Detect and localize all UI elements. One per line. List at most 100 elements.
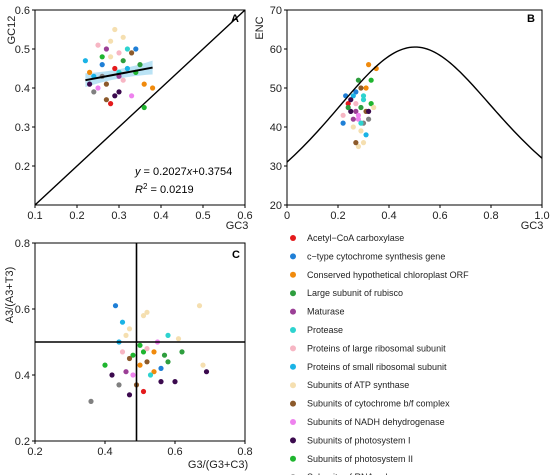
panel-c-point: [147, 372, 154, 378]
panel-b-point: [366, 108, 372, 114]
panel-a-diagonal-line: [34, 9, 246, 206]
panel-c-ytick-label: 0.2: [15, 436, 30, 448]
panel-a-point: [99, 62, 105, 68]
legend-marker: [290, 235, 296, 241]
panel-c-points: [88, 303, 210, 404]
panel-c-point: [130, 372, 136, 378]
panel-a-point: [108, 38, 114, 44]
panel-c-ytick-label: 0.6: [15, 304, 30, 316]
panel-c-ytick-label: 0.8: [15, 238, 30, 250]
panel-c-xtick-label: 0.2: [27, 446, 42, 458]
panel-b-xtick-label: 0.6: [432, 210, 447, 222]
panel-b-expected-enc-curve: [286, 46, 543, 163]
panel-c-point: [137, 342, 143, 348]
panel-c-point: [119, 319, 126, 325]
panel-b-ytick-label: 60: [270, 44, 282, 56]
legend-marker: [290, 308, 296, 315]
panel-b-point: [348, 97, 354, 103]
panel-b-point: [340, 112, 346, 118]
panel-a-xtick-label: 0.3: [111, 210, 126, 222]
panel-c-point: [172, 379, 178, 385]
panel-b-point: [366, 62, 372, 68]
legend-item: Proteins of small ribosomal subunit: [290, 362, 447, 372]
panel-a-point: [99, 54, 105, 60]
panel-a-point: [87, 69, 93, 75]
legend-marker: [290, 455, 296, 462]
panel-c-point: [123, 369, 129, 375]
panel-a-point: [108, 101, 114, 107]
panel-b-point: [355, 143, 361, 150]
panel-b-point: [363, 85, 369, 91]
panel-b-point: [358, 120, 364, 126]
panel-b-point: [353, 140, 359, 146]
panel-c-xtick-label: 0.6: [167, 446, 182, 458]
legend-label: Proteins of large ribosomal subunit: [307, 343, 446, 353]
legend-marker: [290, 345, 296, 352]
legend-item: Large subunit of rubisco: [290, 288, 403, 298]
panel-a-point: [129, 50, 135, 56]
legend-marker: [290, 437, 296, 444]
legend-item: Acetyl−CoA carboxylase: [290, 233, 404, 243]
legend-label: Conserved hypothetical chloroplast ORF: [307, 270, 469, 280]
panel-c-chart: C A3/(A3+T3) G3/(G3+C3) 0.2 0.4 0.6 0.8 0.2 0…: [4, 238, 253, 471]
panel-c-xlabel: G3/(G3+C3): [188, 459, 248, 471]
panel-b-point: [358, 128, 364, 134]
panel-a-xtick-label: 0.5: [195, 210, 210, 222]
panel-b-point: [355, 116, 361, 122]
panel-a-ytick-label: 0.6: [15, 5, 30, 17]
panel-a-point: [95, 42, 101, 48]
panel-a-xtick-label: 0.6: [237, 210, 252, 222]
panel-c-point: [144, 359, 150, 365]
panel-b-ylabel: ENC: [254, 16, 266, 39]
panel-a-point: [82, 58, 88, 64]
panel-c-point: [179, 349, 185, 355]
panel-c-point: [140, 349, 147, 355]
panel-c-point: [140, 388, 147, 395]
panel-b-point: [366, 116, 372, 122]
legend-label: Proteins of small ribosomal subunit: [307, 362, 447, 372]
panel-c-point: [196, 303, 203, 309]
panel-b-xtick-label: 1.0: [534, 210, 549, 222]
legend-marker: [290, 400, 296, 407]
panel-b-ytick-label: 40: [270, 122, 282, 134]
panel-b-point: [360, 97, 367, 103]
panel-b-frame: [286, 9, 543, 206]
panel-a-point: [116, 89, 122, 95]
panel-c-point: [175, 336, 182, 342]
panel-b-point: [353, 89, 359, 95]
panel-c-ytick-label: 0.4: [15, 370, 30, 382]
legend-label: Subunits of ATP synthase: [307, 380, 409, 390]
panel-a-point: [141, 104, 147, 111]
panel-a-point: [95, 85, 101, 91]
panel-a-chart: A GC12 GC3 y = 0.2027x+0.3754 R2 = 0.021…: [6, 5, 253, 232]
panel-a-point: [91, 89, 97, 95]
panel-c-point: [158, 379, 164, 385]
panel-b-point: [358, 104, 364, 111]
panel-a-point: [129, 93, 135, 99]
panel-a-point: [150, 85, 156, 91]
panel-b-point: [348, 108, 354, 114]
legend-item: Maturase: [290, 307, 345, 317]
panel-c-point: [200, 362, 206, 368]
panel-a-regression-line: [85, 66, 153, 82]
panel-c-point: [151, 349, 157, 355]
panel-b-point: [355, 112, 361, 118]
panel-b-ytick-label: 50: [270, 83, 282, 95]
panel-a-r-squared: R2 = 0.0219: [135, 182, 194, 196]
panel-c-point: [144, 309, 150, 315]
panel-a-frame: [34, 9, 246, 206]
panel-c-point: [151, 369, 157, 375]
legend-item: Protease: [290, 325, 343, 335]
panel-a-point: [112, 65, 118, 72]
panel-a-point: [124, 46, 130, 52]
panel-a-point: [103, 97, 109, 103]
panel-b-ytick-label: 30: [270, 161, 282, 173]
panel-b-point: [345, 104, 351, 111]
panel-b-point: [355, 77, 361, 83]
legend-item: Conserved hypothetical chloroplast ORF: [290, 270, 469, 280]
legend-label: Subunits of cytochrome b/f complex: [307, 399, 450, 409]
panel-b-point: [350, 124, 356, 130]
panel-b-label: B: [527, 13, 535, 25]
panel-a-ytick-label: 0.2: [15, 161, 30, 173]
